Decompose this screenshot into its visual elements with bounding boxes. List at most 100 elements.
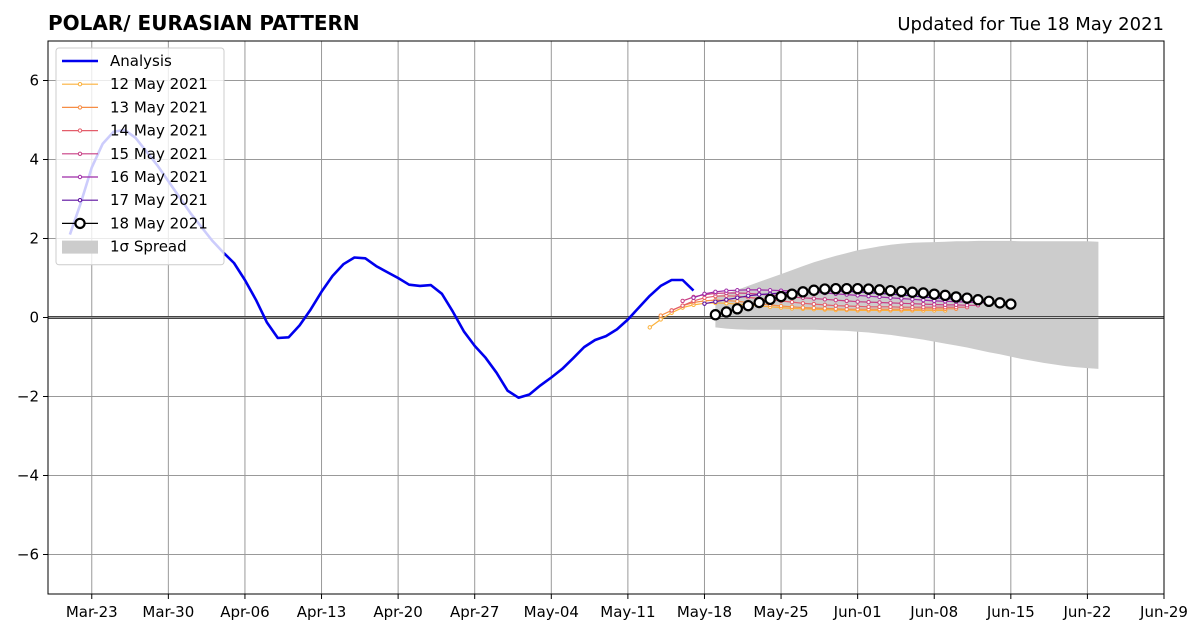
legend-label: 18 May 2021 — [110, 214, 208, 232]
data-point — [972, 294, 984, 306]
data-point — [877, 304, 882, 310]
x-tick-label: Jun-01 — [833, 603, 882, 621]
data-point — [899, 301, 904, 306]
spread-layer — [715, 240, 1099, 369]
data-point — [910, 301, 915, 306]
data-point — [753, 296, 765, 309]
x-tick-label: Apr-20 — [373, 603, 423, 621]
data-point — [822, 297, 828, 302]
data-point — [735, 299, 740, 304]
series-line — [693, 289, 989, 304]
data-point — [811, 305, 817, 311]
data-point — [724, 297, 729, 302]
legend-marker — [74, 217, 86, 230]
legend-box — [55, 47, 225, 266]
legend-marker — [77, 82, 83, 87]
y-tick-label: 4 — [29, 151, 39, 169]
y-tick-label: 0 — [29, 309, 39, 327]
data-point — [939, 289, 951, 302]
legend-marker — [77, 174, 83, 180]
data-point — [811, 296, 817, 301]
data-point — [658, 317, 663, 322]
data-point — [731, 303, 743, 315]
data-point — [786, 288, 798, 300]
x-tick-label: May-04 — [524, 603, 579, 621]
data-point — [702, 301, 707, 306]
data-point — [778, 303, 784, 309]
data-point — [888, 300, 893, 306]
x-tick-label: Jun-08 — [909, 603, 958, 621]
y-tick-label: −4 — [17, 467, 39, 485]
data-point — [877, 300, 882, 305]
x-tick-label: Jun-22 — [1062, 603, 1111, 621]
legend-label: 15 May 2021 — [110, 145, 208, 163]
series-line — [671, 295, 968, 311]
legend-label: 17 May 2021 — [110, 191, 208, 209]
data-point — [950, 291, 962, 303]
data-point — [983, 295, 995, 308]
y-tick-label: 2 — [29, 230, 39, 248]
data-point — [862, 283, 875, 295]
data-point — [742, 299, 754, 312]
data-point — [866, 304, 871, 310]
data-point — [833, 297, 838, 303]
x-tick-label: Jun-15 — [986, 603, 1035, 621]
series-layer — [647, 282, 1017, 330]
data-point — [884, 284, 897, 297]
y-tick-label: 6 — [29, 72, 39, 90]
series-line — [660, 299, 957, 317]
data-point — [866, 299, 871, 305]
data-point — [720, 306, 733, 318]
data-point — [680, 298, 685, 304]
legend-label: Analysis — [110, 52, 172, 70]
legend-marker — [77, 151, 83, 157]
data-point — [789, 304, 795, 310]
legend-marker — [77, 105, 83, 110]
data-point — [942, 302, 948, 308]
zero-line-layer — [48, 316, 1164, 319]
data-point — [928, 288, 940, 300]
x-tick-label: Jun-29 — [1139, 603, 1188, 621]
plot-area — [47, 40, 1165, 595]
data-point — [873, 284, 886, 296]
data-point — [910, 297, 915, 302]
y-tick-label: −6 — [17, 546, 39, 564]
data-point — [797, 286, 809, 298]
data-point — [746, 287, 751, 293]
data-point — [735, 295, 740, 300]
data-point — [1005, 298, 1017, 310]
data-point — [895, 285, 908, 298]
data-point — [800, 301, 806, 306]
series-line — [704, 290, 1000, 305]
data-point — [658, 313, 663, 318]
legend: Analysis 12 May 2021 13 May 2021 14 May 202… — [55, 47, 225, 266]
data-point — [724, 288, 729, 293]
data-point — [833, 303, 838, 308]
x-tick-label: May-25 — [753, 603, 808, 621]
spread-band — [715, 240, 1099, 369]
data-point — [855, 304, 860, 309]
data-point — [855, 299, 860, 304]
data-point — [746, 293, 751, 298]
data-point — [888, 304, 893, 310]
data-point — [756, 292, 762, 297]
data-point — [764, 293, 776, 306]
x-tick-label: Apr-27 — [450, 603, 500, 621]
x-tick-label: Apr-13 — [297, 603, 347, 621]
data-point — [906, 286, 919, 298]
x-tick-label: May-18 — [677, 603, 732, 621]
data-point — [822, 302, 828, 308]
legend-marker — [77, 128, 83, 133]
data-point — [932, 302, 937, 307]
data-point — [808, 284, 820, 296]
data-point — [775, 290, 787, 303]
data-point — [844, 298, 849, 304]
data-point — [877, 294, 882, 300]
data-point — [819, 283, 831, 295]
data-point — [669, 308, 674, 313]
data-point — [647, 325, 652, 330]
legend-swatch — [62, 240, 98, 254]
data-point — [735, 288, 740, 293]
data-point — [841, 282, 853, 295]
